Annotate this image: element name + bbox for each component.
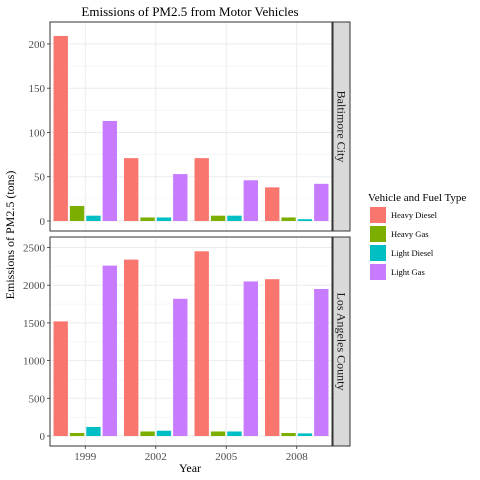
legend-entry-label: Heavy Gas bbox=[391, 229, 429, 239]
y-tick-label: 200 bbox=[29, 39, 46, 51]
bar bbox=[124, 259, 139, 436]
bar bbox=[102, 265, 117, 436]
y-tick-label: 100 bbox=[29, 127, 46, 139]
y-tick-label: 2500 bbox=[23, 243, 46, 255]
bar bbox=[297, 219, 313, 221]
legend-key bbox=[370, 245, 386, 261]
chart-title: Emissions of PM2.5 from Motor Vehicles bbox=[81, 4, 298, 19]
facet-strip-label: Baltimore City bbox=[335, 91, 349, 163]
bar bbox=[140, 217, 155, 221]
panel-1: 0 500 1000 1500 2000 2500 Los Angeles County bbox=[23, 236, 351, 447]
facet-strip bbox=[332, 21, 351, 232]
bar bbox=[69, 205, 85, 221]
bar bbox=[265, 279, 280, 436]
bar bbox=[265, 187, 280, 221]
legend-entry-label: Light Gas bbox=[391, 267, 425, 277]
legend: Vehicle and Fuel Type Heavy Diesel Heavy … bbox=[368, 192, 466, 280]
bar bbox=[156, 430, 172, 436]
bar bbox=[194, 158, 209, 221]
bar bbox=[297, 433, 313, 436]
x-tick-label: 2002 bbox=[145, 451, 167, 463]
bar bbox=[173, 174, 188, 221]
y-tick-label: 0 bbox=[40, 431, 46, 443]
bar bbox=[227, 215, 242, 221]
y-tick-label: 500 bbox=[29, 393, 46, 405]
panel-background bbox=[50, 22, 332, 231]
legend-entry-label: Heavy Diesel bbox=[391, 210, 438, 220]
y-tick-label: 50 bbox=[34, 172, 46, 184]
bar bbox=[173, 298, 188, 436]
bar bbox=[140, 431, 155, 436]
bar bbox=[156, 217, 172, 221]
facet-strip-label: Los Angeles County bbox=[335, 293, 349, 391]
bar bbox=[243, 281, 258, 436]
legend-key bbox=[370, 226, 386, 242]
y-tick-label: 150 bbox=[29, 83, 46, 95]
bar bbox=[194, 251, 209, 436]
y-tick-label: 1500 bbox=[23, 318, 46, 330]
bar bbox=[53, 321, 68, 436]
bar bbox=[314, 183, 329, 221]
bar bbox=[69, 432, 85, 436]
legend-title: Vehicle and Fuel Type bbox=[368, 192, 466, 204]
bar bbox=[102, 120, 117, 221]
bar bbox=[210, 431, 226, 436]
y-tick-label: 1000 bbox=[23, 356, 46, 368]
x-tick-label: 2005 bbox=[215, 451, 238, 463]
x-tick-label: 1999 bbox=[74, 451, 97, 463]
panels-layer: 0 50 100 150 200 Baltimore City 0 500 1000 1500 20… bbox=[23, 21, 351, 463]
bar bbox=[86, 215, 101, 221]
y-tick-label: 2000 bbox=[23, 280, 46, 292]
y-axis-label: Emissions of PM2.5 (tons) bbox=[3, 171, 17, 300]
bar bbox=[124, 158, 139, 221]
legend-key bbox=[370, 264, 386, 280]
x-tick-label: 2008 bbox=[286, 451, 309, 463]
facet-strip bbox=[332, 236, 351, 447]
legend-key bbox=[370, 207, 386, 223]
legend-entry-label: Light Diesel bbox=[391, 248, 434, 258]
panel-0: 0 50 100 150 200 Baltimore City bbox=[29, 21, 351, 232]
bar bbox=[227, 431, 242, 436]
panel-border bbox=[49, 21, 333, 232]
bar bbox=[281, 217, 296, 221]
panel-border bbox=[49, 236, 333, 447]
y-tick-label: 0 bbox=[40, 216, 46, 228]
x-axis-label: Year bbox=[179, 461, 201, 475]
bar bbox=[314, 288, 329, 436]
bar bbox=[86, 426, 101, 436]
bar bbox=[210, 215, 226, 221]
bar bbox=[243, 180, 258, 221]
bar bbox=[53, 35, 68, 221]
bar bbox=[281, 432, 296, 436]
